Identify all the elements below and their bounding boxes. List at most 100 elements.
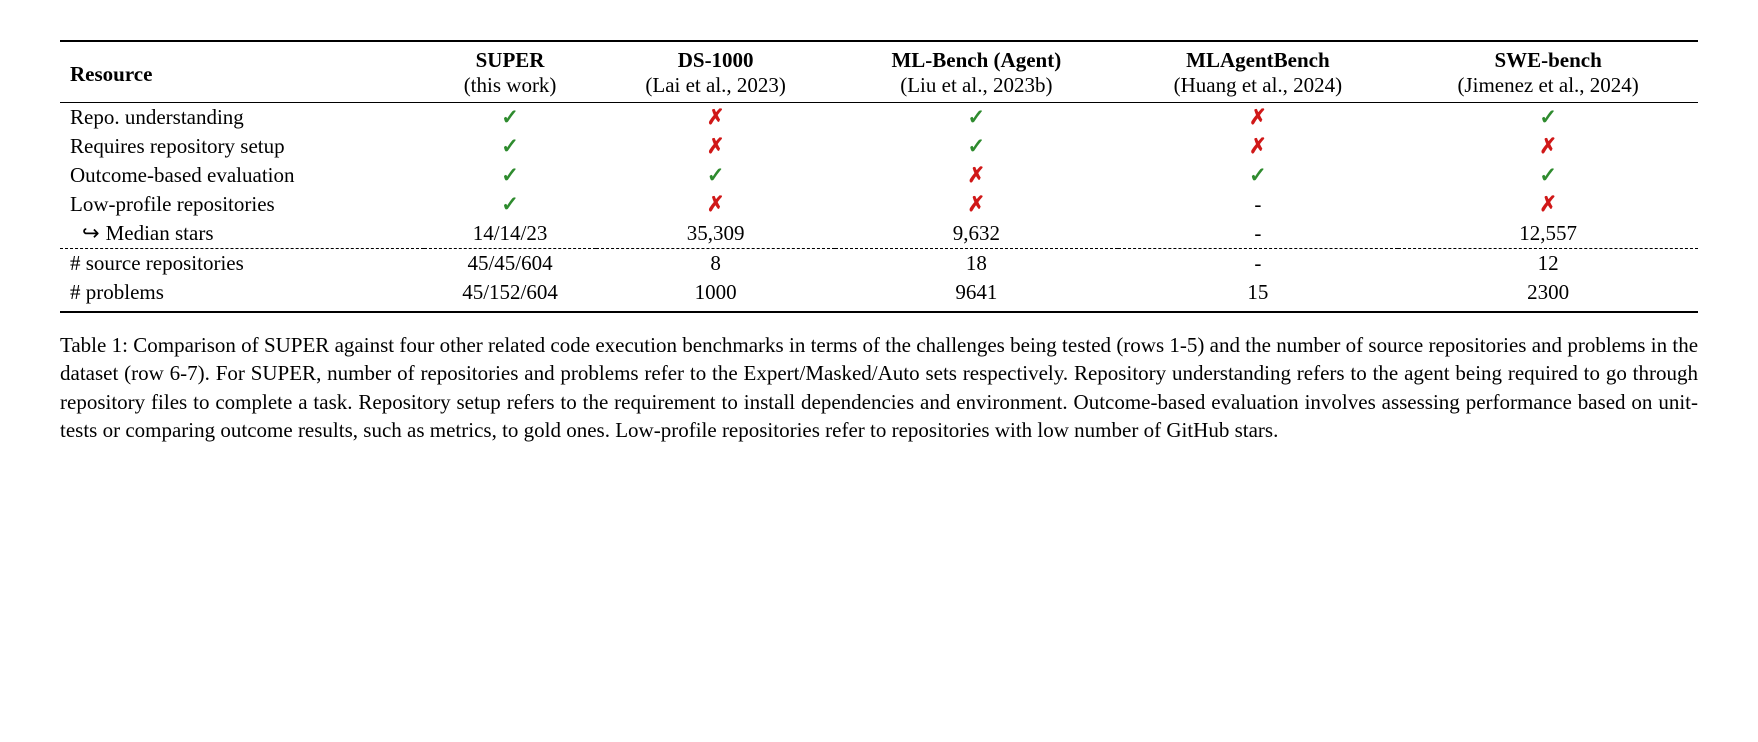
- check-icon: ✓: [1539, 105, 1557, 129]
- table-cell: ✗: [1398, 132, 1698, 161]
- cell-value: 45/152/604: [462, 280, 558, 304]
- row-label: Low-profile repositories: [60, 190, 424, 219]
- cell-value: 35,309: [687, 221, 745, 245]
- table-cell: ✗: [835, 190, 1117, 219]
- table-cell: 14/14/23: [424, 219, 596, 249]
- row-label-text: Median stars: [106, 221, 214, 245]
- col-main-3: MLAgentBench: [1128, 48, 1389, 73]
- cross-icon: ✗: [968, 192, 986, 216]
- table-cell: -: [1118, 219, 1399, 249]
- table-row: Outcome-based evaluation✓✓✗✓✓: [60, 161, 1698, 190]
- cross-icon: ✗: [968, 163, 986, 187]
- cross-icon: ✗: [1539, 192, 1557, 216]
- col-header-swebench: SWE-bench (Jimenez et al., 2024): [1398, 41, 1698, 103]
- check-icon: ✓: [968, 105, 986, 129]
- check-icon: ✓: [1539, 163, 1557, 187]
- cell-value: 14/14/23: [473, 221, 548, 245]
- resource-header-cell: Resource: [60, 41, 424, 103]
- caption-label: Table 1:: [60, 333, 128, 357]
- col-header-ds1000: DS-1000 (Lai et al., 2023): [596, 41, 835, 103]
- table-header: Resource SUPER (this work) DS-1000 (Lai …: [60, 41, 1698, 103]
- col-sub-4: (Jimenez et al., 2024): [1408, 73, 1688, 98]
- table-cell: ✗: [596, 103, 835, 133]
- col-sub-2: (Liu et al., 2023b): [845, 73, 1107, 98]
- cross-icon: ✗: [707, 192, 725, 216]
- col-main-4: SWE-bench: [1408, 48, 1688, 73]
- table-cell: ✗: [835, 161, 1117, 190]
- table-cell: ✗: [1398, 190, 1698, 219]
- row-label: Requires repository setup: [60, 132, 424, 161]
- check-icon: ✓: [968, 134, 986, 158]
- caption-p1: Comparison of: [133, 333, 264, 357]
- table-cell: 15: [1118, 278, 1399, 312]
- table-cell: 1000: [596, 278, 835, 312]
- row-label: # source repositories: [60, 249, 424, 279]
- table-cell: ✓: [1118, 161, 1399, 190]
- row-label: ↪Median stars: [60, 219, 424, 249]
- table-cell: 35,309: [596, 219, 835, 249]
- cell-value: 18: [966, 251, 987, 275]
- table-cell: -: [1118, 249, 1399, 279]
- col-header-super: SUPER (this work): [424, 41, 596, 103]
- col-header-mlbench: ML-Bench (Agent) (Liu et al., 2023b): [835, 41, 1117, 103]
- check-icon: ✓: [501, 105, 519, 129]
- table-cell: 9,632: [835, 219, 1117, 249]
- cell-value: 12,557: [1519, 221, 1577, 245]
- cell-value: 45/45/604: [467, 251, 552, 275]
- check-icon: ✓: [501, 134, 519, 158]
- row-label: Outcome-based evaluation: [60, 161, 424, 190]
- col-header-mlagentbench: MLAgentBench (Huang et al., 2024): [1118, 41, 1399, 103]
- caption-sc1: SUPER: [264, 333, 329, 357]
- col-main-1: DS-1000: [606, 48, 825, 73]
- table-row: ↪Median stars 14/14/23 35,309 9,632 - 12,557: [60, 219, 1698, 249]
- table-cell: 2300: [1398, 278, 1698, 312]
- cell-value: -: [1254, 251, 1261, 275]
- cell-value: 2300: [1527, 280, 1569, 304]
- row-label-text: Repo. understanding: [70, 105, 244, 129]
- table-cell: ✓: [1398, 103, 1698, 133]
- cell-value: 1000: [695, 280, 737, 304]
- table-row: # problems 45/152/604 1000 9641 15 2300: [60, 278, 1698, 312]
- col-sub-1: (Lai et al., 2023): [606, 73, 825, 98]
- check-icon: ✓: [501, 192, 519, 216]
- comparison-table-wrapper: Resource SUPER (this work) DS-1000 (Lai …: [60, 40, 1698, 313]
- table-caption: Table 1: Comparison of SUPER against fou…: [60, 331, 1698, 444]
- table-cell: ✗: [596, 190, 835, 219]
- row-label: Repo. understanding: [60, 103, 424, 133]
- check-icon: ✓: [501, 163, 519, 187]
- table-cell: ✓: [424, 190, 596, 219]
- table-cell: ✗: [596, 132, 835, 161]
- row-label-text: Requires repository setup: [70, 134, 285, 158]
- table-cell: ✓: [835, 103, 1117, 133]
- table-cell: 12: [1398, 249, 1698, 279]
- table-cell: 45/152/604: [424, 278, 596, 312]
- col-sub-3: (Huang et al., 2024): [1128, 73, 1389, 98]
- cross-icon: ✗: [1249, 105, 1267, 129]
- cell-value: 8: [710, 251, 721, 275]
- col-main-2: ML-Bench (Agent): [845, 48, 1107, 73]
- row-label-text: Low-profile repositories: [70, 192, 275, 216]
- table-row: Low-profile repositories ✓ ✗ ✗ - ✗: [60, 190, 1698, 219]
- table-cell: ✓: [424, 161, 596, 190]
- cell-value: -: [1254, 192, 1261, 216]
- cell-value: -: [1254, 221, 1261, 245]
- row-label-text: # source repositories: [70, 251, 244, 275]
- indent-arrow-icon: ↪: [82, 221, 100, 246]
- col-main-0: SUPER: [434, 48, 586, 73]
- cross-icon: ✗: [707, 105, 725, 129]
- col-sub-0: (this work): [434, 73, 586, 98]
- cross-icon: ✗: [1539, 134, 1557, 158]
- table-cell: ✗: [1118, 103, 1399, 133]
- table-cell: 18: [835, 249, 1117, 279]
- check-icon: ✓: [1249, 163, 1267, 187]
- table-body: Repo. understanding ✓ ✗ ✓ ✗ ✓ Requires reposit…: [60, 103, 1698, 313]
- row-label: # problems: [60, 278, 424, 312]
- row-label-text: Outcome-based evaluation: [70, 163, 295, 187]
- resource-label: Resource: [70, 62, 152, 86]
- table-row: Repo. understanding ✓ ✗ ✓ ✗ ✓: [60, 103, 1698, 133]
- caption-sc2: SUPER: [251, 361, 316, 385]
- table-cell: 8: [596, 249, 835, 279]
- cell-value: 9641: [955, 280, 997, 304]
- table-cell: 45/45/604: [424, 249, 596, 279]
- row-label-text: # problems: [70, 280, 164, 304]
